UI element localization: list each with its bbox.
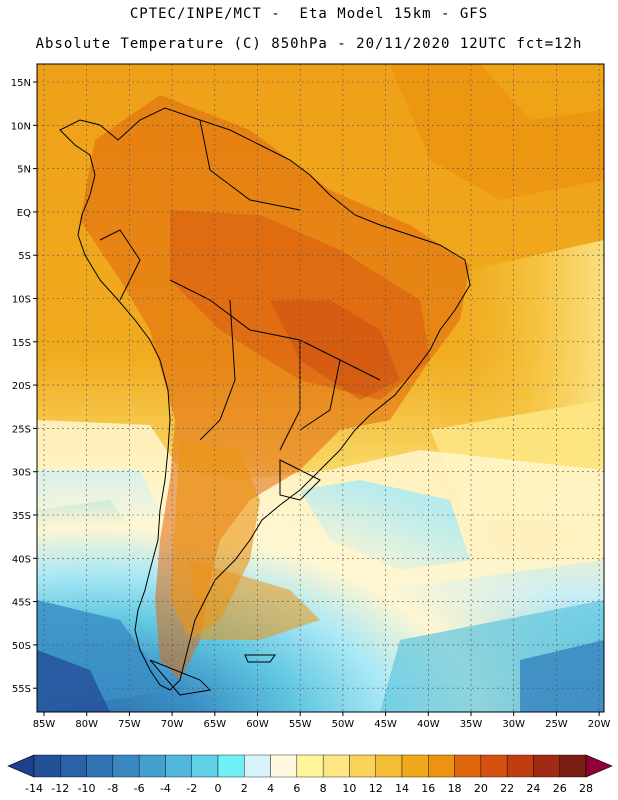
lon-tick-label: 85W (33, 719, 56, 730)
lat-tick-label: 30S (12, 468, 31, 479)
latitude-axis: 15N 10N 5N EQ 5S 10S 15S 20S 25S 30S 35S 40S 45S 50S 5… (11, 78, 37, 695)
lon-tick-label: 60W (246, 719, 269, 730)
colorbar-box (86, 754, 114, 778)
colorbar-label: 4 (267, 782, 274, 795)
colorbar-label: -8 (107, 782, 118, 795)
colorbar-box (296, 754, 324, 778)
colorbar-over-triangle (585, 754, 613, 778)
colorbar-box (322, 754, 350, 778)
lat-tick-label: 45S (12, 598, 31, 609)
colorbar-label: -4 (160, 782, 171, 795)
colorbar-box (217, 754, 245, 778)
lon-tick-label: 40W (417, 719, 440, 730)
colorbar-label: 12 (369, 782, 383, 795)
colorbar-box (33, 754, 61, 778)
colorbar-box (506, 754, 534, 778)
lat-tick-label: 10S (12, 295, 31, 306)
colorbar-label: 6 (293, 782, 300, 795)
colorbar-label: 26 (553, 782, 567, 795)
lon-tick-label: 65W (203, 719, 226, 730)
colorbar-under-triangle (7, 754, 35, 778)
lat-tick-label: 5S (18, 251, 31, 262)
colorbar-label: -6 (134, 782, 145, 795)
map-frame (36, 63, 605, 713)
lat-tick-label: 55S (12, 684, 31, 695)
longitude-axis: 85W 80W 75W 70W 65W 60W 55W 50W 45W 40W 35W 30W 25W 2… (33, 712, 611, 730)
colorbar-box (559, 754, 587, 778)
lon-tick-label: 20W (588, 719, 611, 730)
colorbar-box (480, 754, 508, 778)
lon-tick-label: 55W (289, 719, 312, 730)
colorbar-box (60, 754, 87, 778)
map-title-line-1: CPTEC/INPE/MCT - Eta Model 15km - GFS (129, 6, 489, 22)
colorbar-box (191, 754, 219, 778)
lat-tick-label: 40S (12, 554, 31, 565)
colorbar-label: 16 (421, 782, 435, 795)
lat-tick-label: 20S (12, 381, 31, 392)
colorbar-label: 28 (579, 782, 593, 795)
lat-tick-label: EQ (17, 208, 31, 219)
colorbar-box (112, 754, 140, 778)
colorbar-label: 14 (395, 782, 409, 795)
colorbar-label: 2 (241, 782, 248, 795)
colorbar-box (138, 754, 166, 778)
lat-tick-label: 10N (11, 121, 31, 132)
colorbar-box (428, 754, 455, 778)
lon-tick-label: 70W (161, 719, 184, 730)
colorbar-label: 18 (448, 782, 462, 795)
lat-tick-label: 35S (12, 511, 31, 522)
colorbar-box (533, 754, 560, 778)
colorbar-label: 24 (526, 782, 540, 795)
lat-tick-label: 50S (12, 641, 31, 652)
colorbar-box (454, 754, 482, 778)
lon-tick-label: 30W (502, 719, 525, 730)
colorbar-label: -12 (51, 782, 69, 795)
lat-tick-label: 25S (12, 424, 31, 435)
lon-tick-label: 25W (545, 719, 568, 730)
colorbar-label: -14 (25, 782, 43, 795)
colorbar-label: 20 (474, 782, 488, 795)
lat-tick-label: 15N (11, 78, 31, 89)
colorbar-label: -10 (78, 782, 96, 795)
lon-tick-label: 50W (332, 719, 355, 730)
colorbar-label: 8 (320, 782, 327, 795)
colorbar-box (165, 754, 192, 778)
colorbar-box (349, 754, 376, 778)
colorbar-box (401, 754, 429, 778)
lon-tick-label: 35W (460, 719, 483, 730)
colorbar-box (244, 754, 271, 778)
lon-tick-label: 75W (118, 719, 141, 730)
map-title-line-2: Absolute Temperature (C) 850hPa - 20/11/… (35, 36, 583, 52)
graticule-lines (37, 64, 604, 712)
temperature-field (37, 64, 604, 712)
colorbar-label: 0 (215, 782, 222, 795)
lat-tick-label: 5N (17, 165, 31, 176)
lat-tick-label: 15S (12, 338, 31, 349)
colorbar-box (375, 754, 403, 778)
colorbar-label: -2 (186, 782, 197, 795)
temperature-colorbar: -14 -12 -10 -8 -6 -4 -2 0 2 4 6 8 10 12 14 16 18 20 22 24 26… (7, 754, 613, 795)
lon-tick-label: 45W (374, 719, 397, 730)
colorbar-label: 22 (500, 782, 514, 795)
colorbar-label: 10 (342, 782, 356, 795)
colorbar-box (270, 754, 298, 778)
lon-tick-label: 80W (75, 719, 98, 730)
